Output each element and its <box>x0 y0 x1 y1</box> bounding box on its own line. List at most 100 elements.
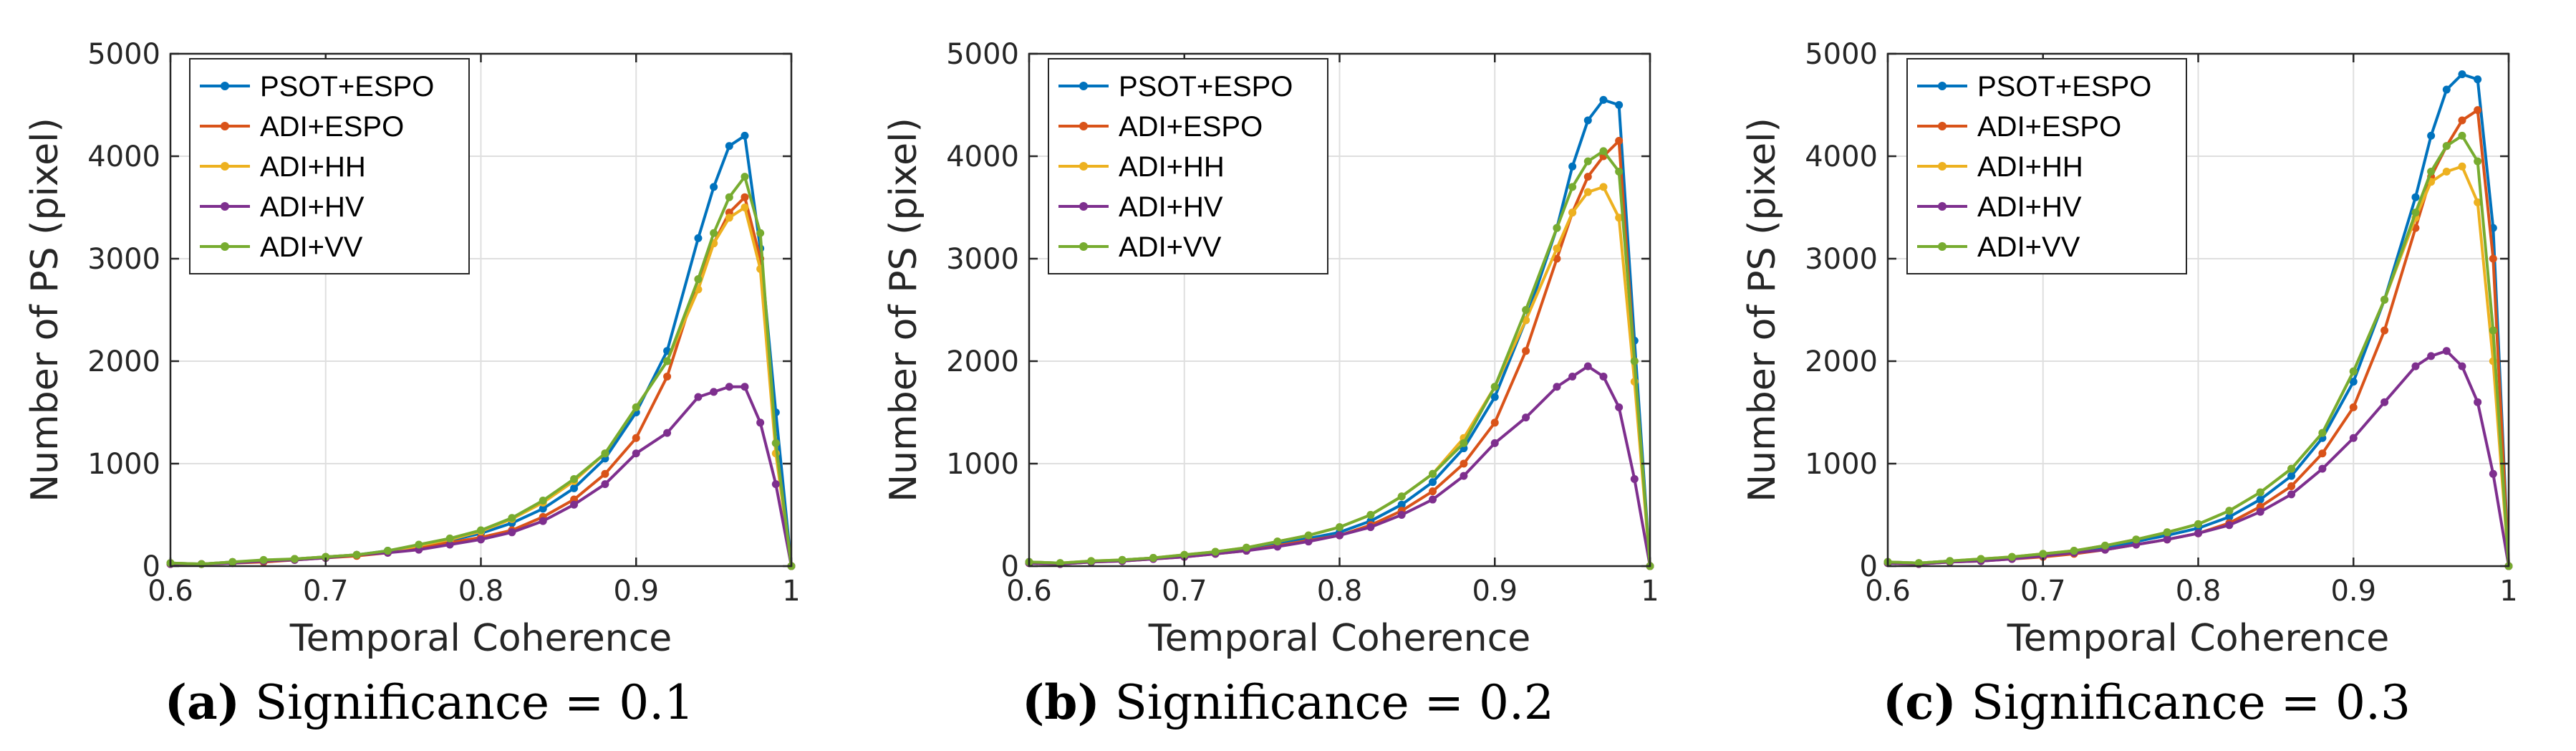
x-tick-label: 0.7 <box>1162 575 1207 608</box>
data-point <box>741 204 749 211</box>
data-point <box>1615 214 1624 222</box>
data-point <box>2039 550 2047 558</box>
legend-marker <box>1079 202 1088 211</box>
data-point <box>445 540 454 549</box>
data-point <box>1522 306 1530 314</box>
data-point <box>710 183 718 191</box>
legend-label: ADI+VV <box>1977 231 2080 263</box>
data-point <box>1946 557 1954 565</box>
data-point <box>1977 555 1985 563</box>
data-point <box>632 449 640 458</box>
y-tick-label: 0 <box>143 550 160 583</box>
data-point <box>1397 500 1406 509</box>
data-point <box>2411 193 2420 201</box>
data-point <box>2194 520 2202 528</box>
data-point <box>1914 559 1923 568</box>
legend-label: ADI+VV <box>1119 231 1222 263</box>
legend-marker <box>1079 162 1088 171</box>
y-tick-label: 2000 <box>87 345 160 378</box>
data-point <box>710 388 718 396</box>
data-point <box>322 553 330 561</box>
data-point <box>2474 75 2482 84</box>
data-point <box>1460 472 1468 480</box>
data-point <box>2256 507 2264 516</box>
data-point <box>2007 553 2016 561</box>
data-point <box>1568 209 1577 217</box>
data-point <box>2458 116 2466 125</box>
x-axis-label: Temporal Coherence <box>289 617 672 660</box>
data-point <box>1490 383 1499 391</box>
x-tick-label: 0.6 <box>1006 575 1052 608</box>
data-point <box>1615 101 1624 109</box>
legend-marker <box>221 162 229 171</box>
data-point <box>601 469 609 478</box>
data-point <box>2132 535 2141 544</box>
data-point <box>2287 482 2296 490</box>
data-point <box>694 275 703 284</box>
data-point <box>2458 131 2466 140</box>
data-point <box>1366 511 1375 519</box>
data-point <box>694 234 703 242</box>
data-point <box>508 514 516 522</box>
x-tick-label: 1 <box>782 575 800 608</box>
data-point <box>741 383 749 391</box>
caption-a: (a) Significance = 0.1 <box>0 670 859 735</box>
data-point <box>1583 362 1592 370</box>
caption-c: (c) Significance = 0.3 <box>1717 670 2576 735</box>
data-point <box>1630 357 1639 365</box>
data-point <box>601 480 609 489</box>
data-point <box>725 383 733 391</box>
data-point <box>2427 131 2436 140</box>
series-line <box>170 175 793 567</box>
data-point <box>2100 541 2109 550</box>
data-point <box>477 535 485 544</box>
data-point <box>2287 472 2296 480</box>
y-tick-label: 2000 <box>946 345 1019 378</box>
data-point <box>2194 529 2202 537</box>
data-point <box>2474 157 2482 166</box>
chart-panel-b: 0.6 0.7 0.8 0.9 1 0 1000 2000 3000 4000 5000 Tempor… <box>882 38 1659 660</box>
data-point <box>1490 439 1499 447</box>
data-point <box>570 474 579 483</box>
y-tick-label: 1000 <box>87 448 160 481</box>
data-point <box>2489 469 2497 478</box>
data-point <box>663 429 672 437</box>
data-point <box>570 500 579 509</box>
legend-marker <box>1938 162 1947 171</box>
data-point <box>228 558 237 566</box>
y-tick-label: 5000 <box>87 38 160 71</box>
data-point <box>1553 224 1561 232</box>
x-tick-label: 0.9 <box>2330 575 2376 608</box>
x-axis-label: Temporal Coherence <box>1148 617 1530 660</box>
data-point <box>2474 398 2482 406</box>
data-point <box>2256 495 2264 504</box>
data-point <box>1149 554 1157 563</box>
data-point <box>2256 488 2264 497</box>
x-tick-label: 0.8 <box>2176 575 2222 608</box>
legend-marker <box>1938 242 1947 251</box>
data-point <box>1490 418 1499 427</box>
data-point <box>1118 555 1127 564</box>
caption-b: (b) Significance = 0.2 <box>859 670 1717 735</box>
legend-marker <box>1079 82 1088 90</box>
y-axis-label: Number of PS (pixel) <box>24 118 67 502</box>
data-point <box>1599 95 1608 104</box>
data-point <box>632 403 640 411</box>
data-point <box>539 496 547 504</box>
data-point <box>1568 183 1577 191</box>
data-point <box>1211 547 1220 556</box>
data-point <box>2474 198 2482 206</box>
y-tick-label: 5000 <box>946 38 1019 71</box>
data-point <box>1087 557 1096 565</box>
legend-label: ADI+HH <box>260 151 366 183</box>
y-tick-label: 4000 <box>87 140 160 173</box>
legend-marker <box>1079 122 1088 130</box>
legend-label: ADI+HH <box>1977 151 2083 183</box>
data-point <box>601 449 609 458</box>
data-point <box>508 528 516 537</box>
data-point <box>2225 521 2234 530</box>
data-point <box>771 480 780 489</box>
data-point <box>694 393 703 401</box>
legend-marker <box>1938 202 1947 211</box>
